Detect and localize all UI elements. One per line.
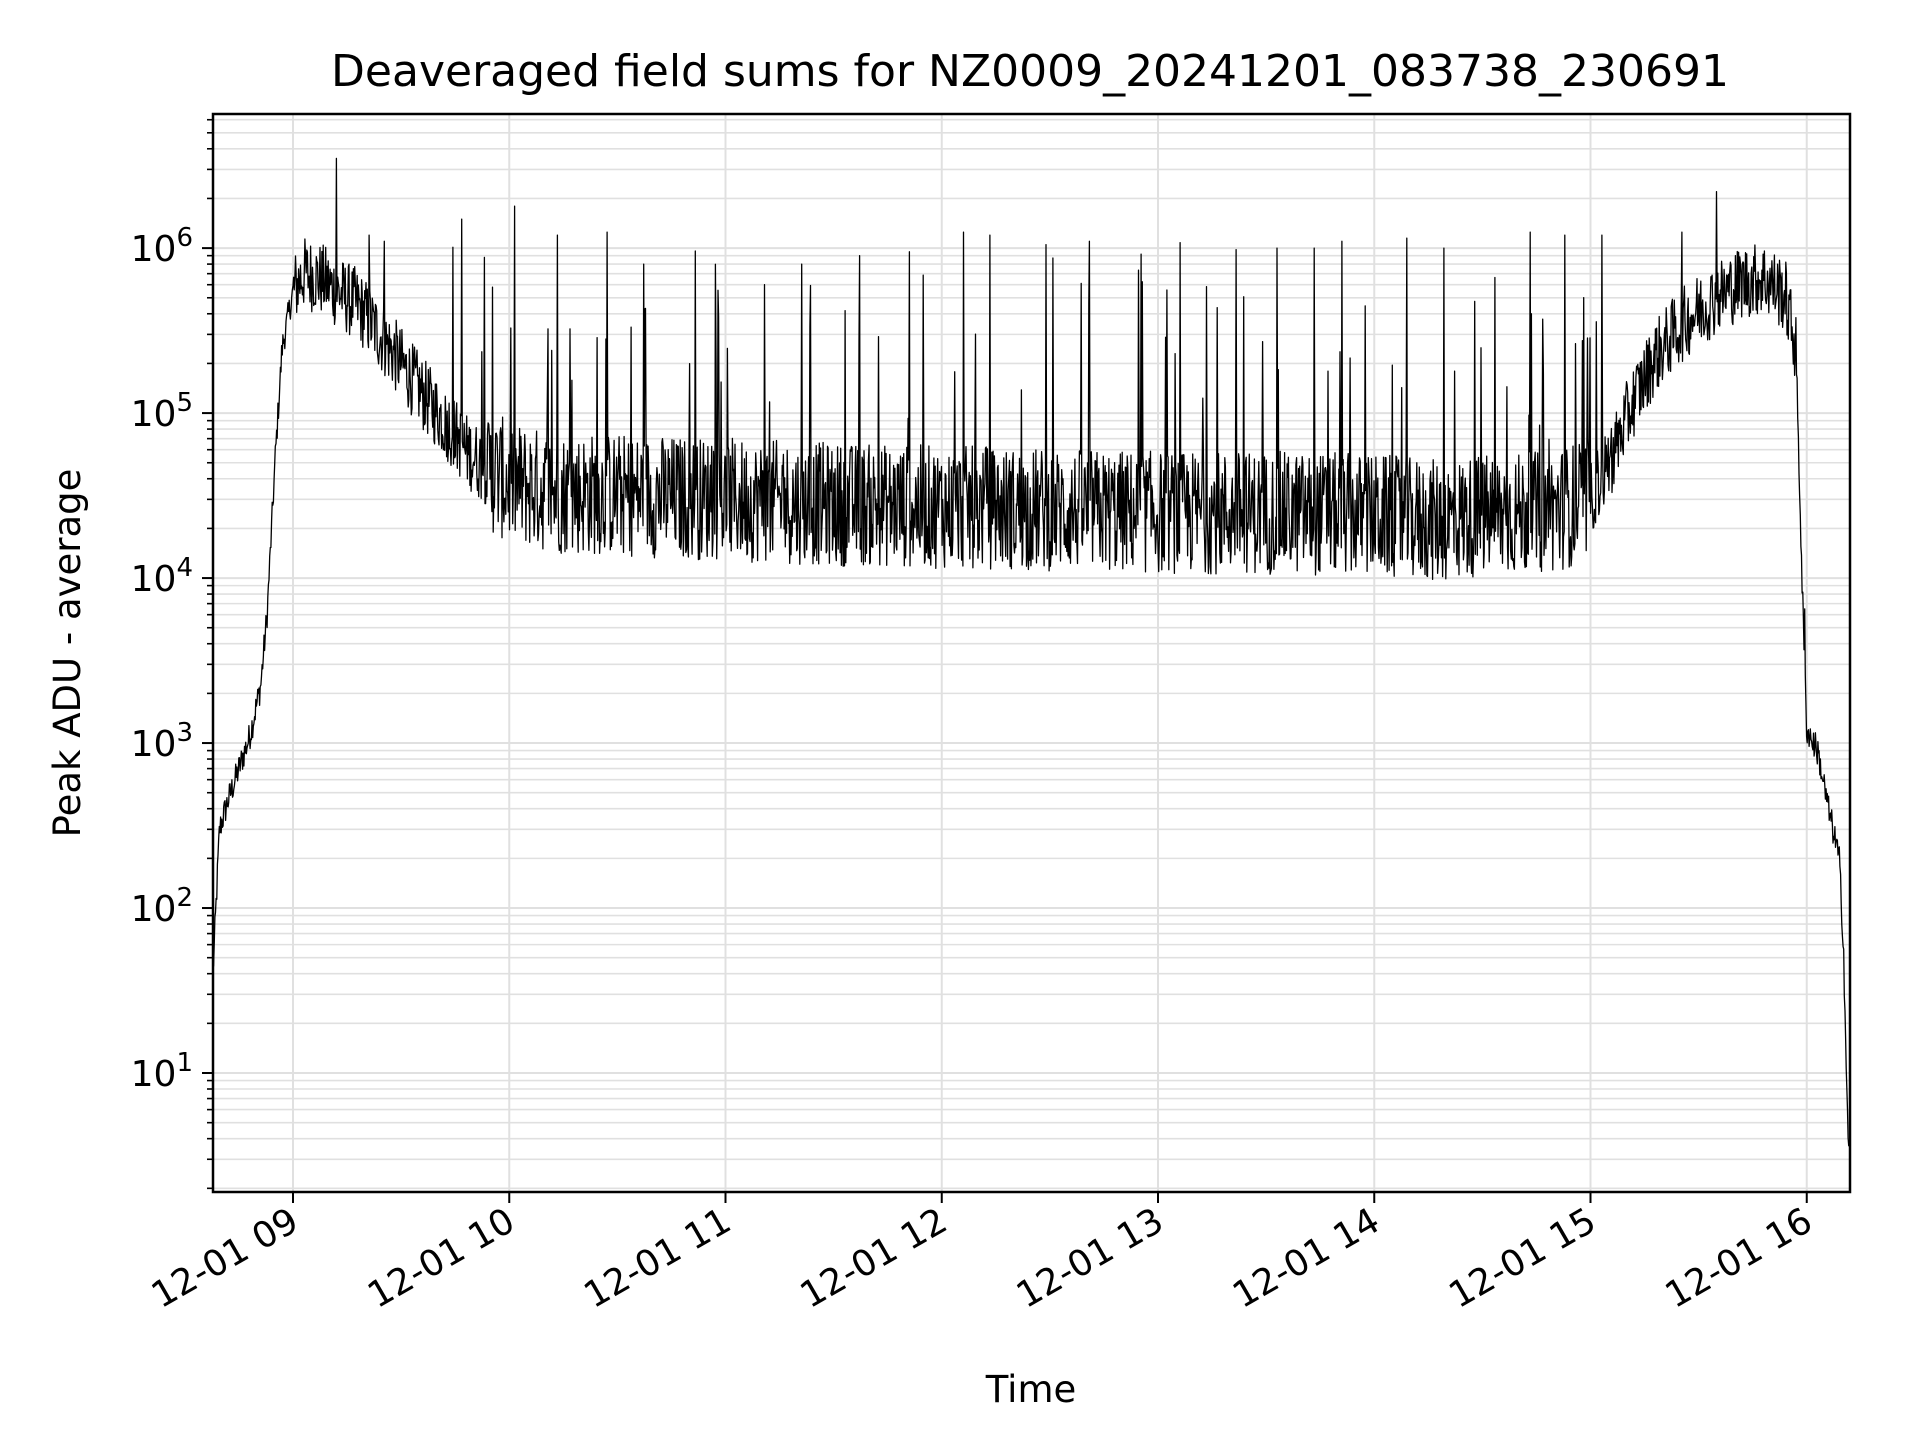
x-axis: 12-01 09 12-01 10 12-01 11 12-01 12 12-01 13…: [145, 1192, 1819, 1317]
grid: [213, 114, 1850, 1192]
y-tick-label: 102: [131, 883, 193, 930]
y-axis: 101 102 103 104 105 106: [131, 118, 213, 1190]
x-tick-label: 12-01 13: [1010, 1200, 1171, 1316]
x-axis-title: Time: [985, 1368, 1077, 1411]
x-tick-label: 12-01 10: [361, 1200, 522, 1316]
x-tick-label: 12-01 12: [794, 1200, 955, 1316]
plot-frame: [211, 112, 1852, 1194]
x-tick-label: 12-01 11: [577, 1200, 738, 1316]
y-tick-label: 106: [131, 223, 193, 270]
y-tick-label: 105: [131, 388, 193, 435]
y-tick-label: 103: [131, 718, 193, 765]
x-tick-label: 12-01 15: [1442, 1200, 1603, 1316]
chart-title: Deaveraged field sums for NZ0009_2024120…: [331, 46, 1729, 97]
x-tick-label: 12-01 16: [1659, 1200, 1820, 1316]
series-layer: [212, 157, 1851, 1147]
y-tick-label: 104: [131, 553, 193, 600]
series-line: [212, 157, 1851, 1147]
x-tick-label: 12-01 09: [145, 1200, 306, 1316]
x-tick-label: 12-01 14: [1226, 1200, 1387, 1316]
y-tick-label: 101: [131, 1048, 193, 1095]
y-axis-title: Peak ADU - average: [46, 469, 89, 838]
